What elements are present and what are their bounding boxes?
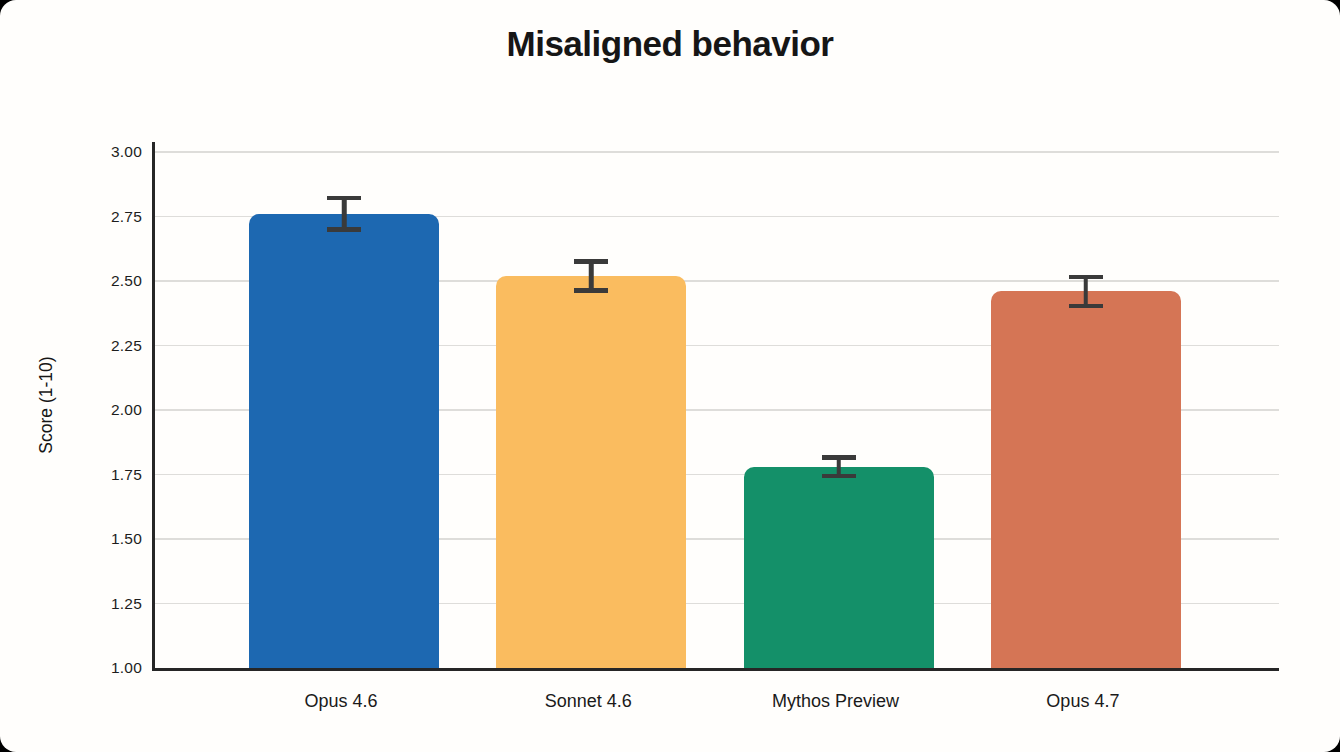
x-tick-label: Opus 4.7: [1046, 691, 1119, 712]
error-bar-cap-top: [574, 259, 608, 264]
plot-area: [152, 142, 1279, 671]
error-bar-cap-top: [822, 455, 856, 460]
x-tick-label: Mythos Preview: [772, 691, 899, 712]
error-bar: [327, 196, 361, 232]
x-tick-label: Opus 4.6: [304, 691, 377, 712]
y-tick-label: 1.25: [0, 595, 142, 613]
chart-canvas: Misaligned behavior Score (1-10) 3.002.7…: [0, 0, 1340, 752]
error-bar-cap-bottom: [1069, 304, 1103, 309]
x-tick-label: Sonnet 4.6: [545, 691, 632, 712]
error-bar: [1069, 275, 1103, 309]
error-bar-cap-bottom: [574, 288, 608, 293]
bar-opus-4-6: [249, 214, 439, 668]
y-tick-label: 2.25: [0, 337, 142, 355]
error-bar-cap-top: [327, 196, 361, 201]
bar-opus-4-7: [991, 291, 1181, 668]
y-tick-label: 2.50: [0, 272, 142, 290]
bar-sonnet-4-6: [496, 276, 686, 668]
y-tick-label: 1.50: [0, 530, 142, 548]
error-bar-cap-bottom: [822, 474, 856, 479]
y-tick-label: 2.75: [0, 208, 142, 226]
y-tick-label: 1.00: [0, 659, 142, 677]
y-tick-label: 1.75: [0, 466, 142, 484]
error-bar-cap-top: [1069, 275, 1103, 280]
y-tick-label: 3.00: [0, 143, 142, 161]
chart-title: Misaligned behavior: [0, 24, 1340, 64]
error-bar: [574, 259, 608, 293]
gridline: [155, 151, 1279, 153]
error-bar-cap-bottom: [327, 227, 361, 232]
bar-mythos-preview: [744, 467, 934, 668]
y-tick-label: 2.00: [0, 401, 142, 419]
error-bar: [822, 455, 856, 478]
